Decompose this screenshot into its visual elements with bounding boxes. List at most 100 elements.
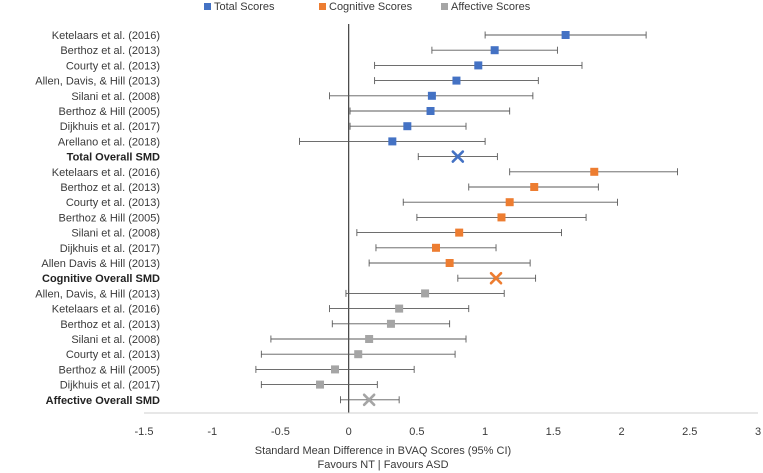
row-label: Ketelaars et al. (2016) xyxy=(52,167,160,179)
row-label: Silani et al. (2008) xyxy=(71,91,160,103)
legend-item: Cognitive Scores xyxy=(319,1,413,13)
study-row: Silani et al. (2008) xyxy=(71,228,562,240)
legend-item: Total Scores xyxy=(204,1,275,13)
overall-row: Cognitive Overall SMD xyxy=(42,271,537,285)
row-label: Courty et al. (2013) xyxy=(66,349,160,361)
x-tick-label: 1 xyxy=(482,426,488,438)
point-estimate xyxy=(505,198,514,207)
x-axis-ticks: -1.5 -1 -0.5 0 0.5 1 1.5 2 2.5 3 xyxy=(135,426,762,438)
row-label: Arellano et al. (2018) xyxy=(58,136,160,148)
point-estimate xyxy=(497,213,506,222)
point-estimate xyxy=(455,228,464,237)
study-row: Allen Davis & Hill (2013) xyxy=(41,258,531,270)
row-label: Berthoz et al. (2013) xyxy=(60,45,160,57)
point-estimate xyxy=(561,31,570,39)
row-label: Courty et al. (2013) xyxy=(66,60,160,72)
row-label: Allen, Davis, & Hill (2013) xyxy=(35,288,160,300)
study-row: Courty et al. (2013) xyxy=(66,349,456,361)
row-label: Berthoz et al. (2013) xyxy=(60,182,160,194)
study-row: Berthoz & Hill (2005) xyxy=(59,106,511,118)
point-estimate xyxy=(590,167,599,176)
study-row: Dijkhuis et al. (2017) xyxy=(60,121,467,133)
point-estimate xyxy=(431,243,440,252)
point-estimate xyxy=(426,107,435,115)
study-rows: Ketelaars et al. (2016) Berthoz et al. (2… xyxy=(35,30,678,407)
point-estimate xyxy=(354,350,363,359)
row-label: Berthoz & Hill (2005) xyxy=(59,212,161,224)
row-label: Berthoz & Hill (2005) xyxy=(59,106,161,118)
row-label: Berthoz et al. (2013) xyxy=(60,319,160,331)
x-tick-label: -1 xyxy=(207,426,217,438)
point-estimate xyxy=(403,122,412,131)
point-estimate xyxy=(452,76,461,85)
study-row: Dijkhuis et al. (2017) xyxy=(60,380,378,392)
row-label: Ketelaars et al. (2016) xyxy=(52,304,160,316)
overall-marker xyxy=(451,150,465,163)
row-label: Dijkhuis et al. (2017) xyxy=(60,121,160,133)
study-row: Berthoz et al. (2013) xyxy=(60,319,451,331)
study-row: Arellano et al. (2018) xyxy=(58,136,486,148)
x-tick-label: 3 xyxy=(755,426,761,438)
overall-marker xyxy=(362,393,376,407)
x-tick-label: -1.5 xyxy=(135,426,154,438)
point-estimate xyxy=(421,289,430,298)
study-row: Silani et al. (2008) xyxy=(71,334,467,346)
row-label: Dijkhuis et al. (2017) xyxy=(60,243,160,255)
point-estimate xyxy=(365,335,374,343)
x-tick-label: 2.5 xyxy=(682,426,697,438)
study-row: Berthoz et al. (2013) xyxy=(60,45,558,57)
legend-swatch xyxy=(441,3,448,10)
x-tick-label: 1.5 xyxy=(546,426,561,438)
study-row: Allen, Davis, & Hill (2013) xyxy=(35,288,505,300)
row-label: Courty et al. (2013) xyxy=(66,197,160,209)
legend-swatch xyxy=(319,3,326,10)
point-estimate xyxy=(331,365,340,374)
x-tick-label: 2 xyxy=(618,426,624,438)
point-estimate xyxy=(388,137,397,146)
legend-item: Affective Scores xyxy=(441,1,531,13)
study-row: Berthoz et al. (2013) xyxy=(60,182,599,194)
row-label: Dijkhuis et al. (2017) xyxy=(60,380,160,392)
row-label: Allen, Davis, & Hill (2013) xyxy=(35,76,160,88)
study-row: Ketelaars et al. (2016) xyxy=(52,30,647,42)
study-row: Silani et al. (2008) xyxy=(71,91,534,103)
point-estimate xyxy=(427,91,436,100)
row-label: Silani et al. (2008) xyxy=(71,334,160,346)
x-axis-subtitle: Favours NT | Favours ASD xyxy=(317,459,448,471)
row-label: Affective Overall SMD xyxy=(46,395,160,407)
point-estimate xyxy=(530,183,539,191)
point-estimate xyxy=(445,259,454,267)
legend: Total Scores Cognitive Scores Affective Sc… xyxy=(204,1,531,13)
row-label: Cognitive Overall SMD xyxy=(42,273,160,285)
study-row: Allen, Davis, & Hill (2013) xyxy=(35,76,539,88)
row-label: Silani et al. (2008) xyxy=(71,228,160,240)
legend-swatch xyxy=(204,3,211,10)
study-row: Courty et al. (2013) xyxy=(66,60,583,72)
study-row: Ketelaars et al. (2016) xyxy=(52,304,470,316)
study-row: Ketelaars et al. (2016) xyxy=(52,167,678,179)
study-row: Berthoz & Hill (2005) xyxy=(59,364,415,376)
row-label: Berthoz & Hill (2005) xyxy=(59,364,161,376)
study-row: Courty et al. (2013) xyxy=(66,197,618,209)
overall-row: Affective Overall SMD xyxy=(46,393,400,407)
point-estimate xyxy=(395,304,404,313)
x-axis-title: Standard Mean Difference in BVAQ Scores … xyxy=(255,445,511,457)
x-tick-label: 0.5 xyxy=(409,426,424,438)
overall-marker xyxy=(489,271,503,285)
study-row: Dijkhuis et al. (2017) xyxy=(60,243,497,255)
x-tick-label: -0.5 xyxy=(271,426,290,438)
point-estimate xyxy=(316,380,325,389)
row-label: Ketelaars et al. (2016) xyxy=(52,30,160,42)
point-estimate xyxy=(474,61,483,70)
plot-area xyxy=(144,24,758,414)
row-label: Allen Davis & Hill (2013) xyxy=(41,258,160,270)
legend-label: Total Scores xyxy=(214,1,275,13)
legend-label: Affective Scores xyxy=(451,1,531,13)
legend-label: Cognitive Scores xyxy=(329,1,413,13)
study-row: Berthoz & Hill (2005) xyxy=(59,212,587,224)
x-tick-label: 0 xyxy=(346,426,352,438)
row-label: Total Overall SMD xyxy=(67,152,160,164)
point-estimate xyxy=(386,319,395,328)
overall-row: Total Overall SMD xyxy=(67,150,498,164)
